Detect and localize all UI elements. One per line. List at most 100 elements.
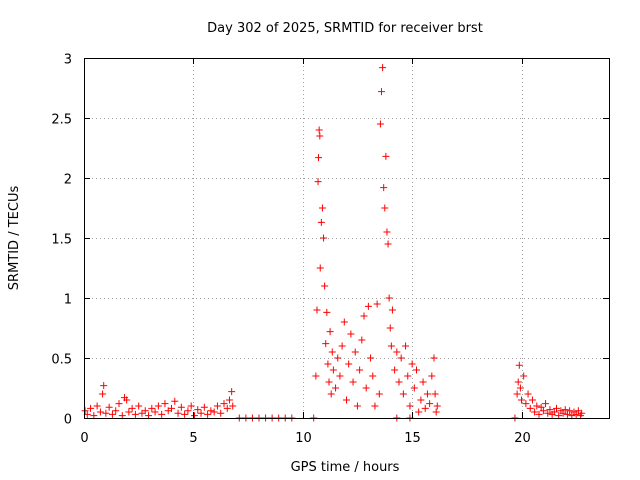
y-tick-label: 1 bbox=[64, 293, 72, 308]
data-point bbox=[566, 407, 574, 415]
y-tick-label: 2.5 bbox=[51, 113, 72, 128]
data-point bbox=[515, 361, 523, 369]
data-point bbox=[102, 409, 110, 417]
data-point bbox=[87, 404, 95, 412]
data-point bbox=[343, 396, 350, 404]
data-point bbox=[417, 396, 425, 404]
data-point bbox=[177, 403, 185, 411]
y-axis-label: SRMTID / TECUs bbox=[7, 186, 22, 291]
grid bbox=[84, 58, 609, 418]
data-point bbox=[561, 406, 569, 414]
x-tick-label: 20 bbox=[514, 431, 531, 446]
data-point bbox=[408, 360, 416, 368]
data-point bbox=[318, 204, 326, 212]
data-point bbox=[388, 306, 396, 314]
data-series-brst bbox=[81, 64, 586, 422]
data-point bbox=[90, 412, 98, 420]
data-point bbox=[385, 294, 393, 302]
data-point bbox=[336, 372, 344, 380]
data-point bbox=[360, 312, 368, 320]
data-point bbox=[415, 408, 423, 416]
data-point bbox=[542, 400, 550, 408]
data-point bbox=[322, 340, 330, 348]
data-point bbox=[426, 400, 434, 408]
x-tick-label: 15 bbox=[404, 431, 421, 446]
data-point bbox=[432, 408, 440, 416]
data-point bbox=[358, 336, 366, 344]
data-point bbox=[379, 64, 387, 72]
data-point bbox=[194, 406, 202, 414]
data-point bbox=[421, 404, 429, 412]
data-point bbox=[184, 407, 192, 415]
data-point bbox=[315, 154, 322, 162]
data-point bbox=[550, 408, 558, 416]
data-point bbox=[518, 396, 525, 404]
data-point bbox=[364, 302, 372, 310]
data-point bbox=[123, 396, 131, 404]
data-point bbox=[393, 348, 401, 356]
data-point bbox=[428, 372, 436, 380]
data-point bbox=[419, 378, 427, 386]
data-point bbox=[229, 402, 237, 410]
data-point bbox=[349, 378, 357, 386]
data-point bbox=[334, 354, 342, 362]
data-point bbox=[383, 228, 391, 236]
data-point bbox=[362, 384, 370, 392]
data-point bbox=[356, 366, 364, 374]
data-point bbox=[376, 120, 384, 128]
data-point bbox=[528, 396, 536, 404]
data-point bbox=[314, 178, 322, 186]
data-point bbox=[151, 408, 159, 416]
data-point bbox=[338, 342, 346, 350]
data-point bbox=[516, 384, 524, 392]
data-point bbox=[380, 184, 388, 192]
data-point bbox=[187, 402, 195, 410]
data-point bbox=[522, 400, 530, 408]
data-point bbox=[514, 378, 522, 386]
data-point bbox=[533, 402, 541, 410]
data-point bbox=[563, 410, 571, 418]
data-point bbox=[190, 412, 198, 420]
data-point bbox=[327, 390, 335, 398]
data-point bbox=[210, 408, 218, 416]
data-point bbox=[431, 390, 439, 398]
data-point bbox=[323, 308, 331, 316]
x-tick-label: 10 bbox=[295, 431, 312, 446]
data-point bbox=[105, 403, 113, 411]
data-point bbox=[399, 390, 407, 398]
data-point bbox=[320, 234, 328, 242]
data-point bbox=[118, 412, 126, 420]
data-point bbox=[539, 407, 547, 415]
data-point bbox=[402, 342, 410, 350]
x-axis-label: GPS time / hours bbox=[291, 460, 400, 475]
data-point bbox=[326, 328, 334, 336]
data-point bbox=[315, 126, 323, 134]
data-point bbox=[220, 400, 228, 408]
data-point bbox=[324, 360, 332, 368]
data-point bbox=[513, 390, 521, 398]
data-point bbox=[384, 240, 392, 248]
axis-ticks: 0 5 10 15 20 0 0.5 1 1.5 2 2.5 3 bbox=[51, 53, 609, 446]
data-point bbox=[128, 404, 136, 412]
data-point bbox=[321, 282, 329, 290]
data-point bbox=[228, 388, 236, 396]
data-point bbox=[141, 407, 149, 415]
data-point bbox=[369, 372, 377, 380]
data-point bbox=[200, 403, 208, 411]
data-point bbox=[395, 378, 403, 386]
data-point bbox=[329, 366, 337, 374]
data-point bbox=[148, 404, 156, 412]
data-point bbox=[524, 390, 532, 398]
data-point bbox=[154, 402, 162, 410]
data-point bbox=[430, 354, 438, 362]
data-point bbox=[386, 324, 394, 332]
data-point bbox=[559, 409, 567, 417]
data-point bbox=[351, 348, 359, 356]
data-point bbox=[181, 410, 189, 418]
data-point bbox=[391, 366, 399, 374]
data-point bbox=[313, 306, 321, 314]
data-point bbox=[406, 402, 414, 410]
data-point bbox=[433, 402, 441, 410]
data-point bbox=[423, 390, 431, 398]
data-point bbox=[404, 372, 412, 380]
